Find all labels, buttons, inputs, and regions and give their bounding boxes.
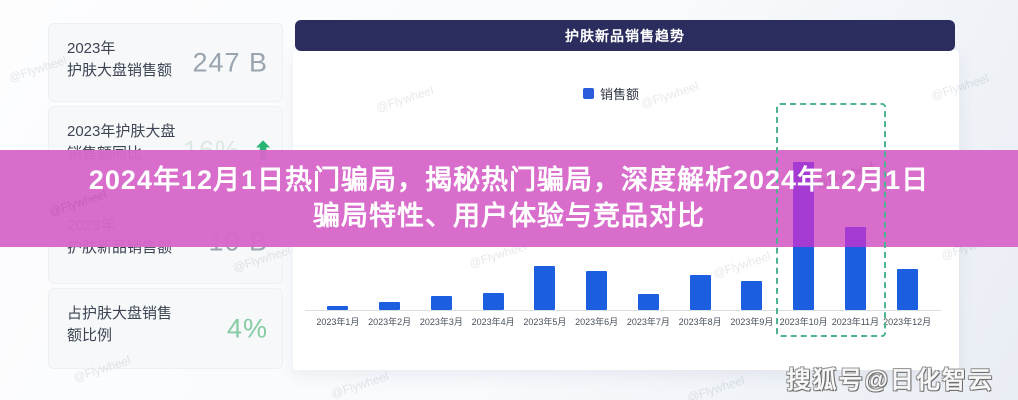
bar	[482, 293, 504, 310]
stat-card-title: 占护肤大盘销售 额比例	[67, 305, 173, 344]
stat-card-value: 4%	[226, 313, 268, 343]
bar	[379, 302, 401, 310]
x-axis-label: 2023年5月	[523, 317, 567, 327]
bar	[586, 271, 608, 310]
flywheel-watermark: @Flywheel	[685, 373, 747, 400]
flywheel-watermark: @Flywheel	[329, 369, 391, 400]
x-axis-line	[305, 310, 941, 311]
x-axis-label: 2023年6月	[575, 317, 619, 327]
legend-label: 销售额	[600, 87, 640, 102]
page-title-line1: 2024年12月1日热门骗局，揭秘热门骗局，深度解析2024年12月1日	[88, 164, 930, 195]
bar-slot	[881, 269, 933, 310]
x-axis-label: 2023年9月	[730, 317, 774, 327]
x-axis-label: 2023年2月	[368, 317, 412, 327]
bar	[637, 294, 659, 310]
stat-card-title: 2023年 护肤大盘销售额	[67, 40, 173, 79]
bar-slot	[571, 271, 623, 310]
bar-slot	[830, 227, 882, 310]
bar-through-overlay	[793, 162, 815, 247]
stat-card-total-sales: 2023年 护肤大盘销售额 247 B	[48, 23, 283, 102]
chart-legend: 销售额	[583, 84, 639, 103]
bar	[896, 269, 918, 310]
page-title-line2: 骗局特性、用户体验与竞品对比	[313, 200, 705, 231]
stat-card-value: 247 B	[192, 47, 268, 77]
x-axis-label: 2023年12月	[883, 317, 932, 327]
bar	[689, 275, 711, 310]
x-axis-label: 2023年7月	[626, 317, 670, 327]
labels-row: 2023年1月 2023年2月 2023年3月 2023年4月 2023年5月 2023年…	[312, 315, 933, 328]
bar-slot	[467, 293, 519, 310]
bar	[327, 306, 349, 310]
title-overlay: 2024年12月1日热门骗局，揭秘热门骗局，深度解析2024年12月1日 骗局特…	[0, 150, 1018, 247]
x-axis-label: 2023年1月	[316, 317, 360, 327]
bar	[741, 281, 763, 310]
highlight-dashed-box	[776, 103, 886, 337]
bar	[534, 266, 556, 310]
bar-slot	[726, 281, 778, 310]
bar-slot	[674, 275, 726, 310]
legend-swatch-icon	[583, 88, 594, 99]
bar	[430, 296, 452, 310]
x-axis-label: 2023年8月	[678, 317, 722, 327]
bar-slot	[416, 296, 468, 310]
stat-card-share: 占护肤大盘销售 额比例 4%	[48, 288, 283, 369]
x-axis-label: 2023年3月	[419, 317, 463, 327]
x-axis-label: 2023年11月	[831, 317, 880, 327]
bar-slot	[623, 294, 675, 310]
x-axis-label: 2023年4月	[471, 317, 515, 327]
chart-title-bar: 护肤新品销售趋势	[295, 20, 955, 51]
bar	[844, 227, 866, 310]
x-axis-label: 2023年10月	[779, 317, 828, 327]
bar-through-overlay	[844, 227, 866, 247]
bar-slot	[519, 266, 571, 310]
sohu-watermark: 搜狐号@日化智云	[786, 367, 994, 394]
bar-slot	[312, 306, 364, 310]
bar-slot	[364, 302, 416, 310]
